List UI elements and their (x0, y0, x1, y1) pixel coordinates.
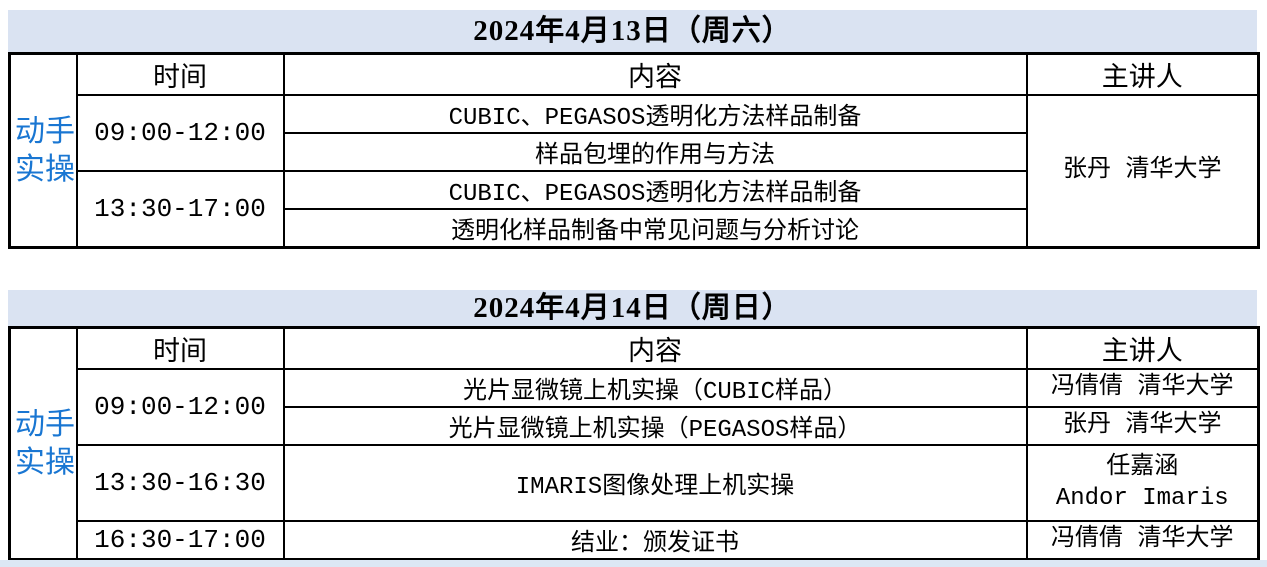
day2-closing-speaker: 冯倩倩 清华大学 (1025, 520, 1260, 561)
day1-afternoon-time: 13:30-17:00 (75, 170, 285, 249)
day1-morning-content-2: 样品包埋的作用与方法 (282, 132, 1028, 172)
side-label-line1: 动手 (15, 408, 75, 441)
day2-morning-speaker-1: 冯倩倩 清华大学 (1025, 368, 1260, 408)
side-label-line1: 动手 (15, 115, 75, 148)
day1-header-content: 内容 (282, 52, 1028, 96)
day2-afternoon-speaker: 任嘉涵 Andor Imaris (1025, 444, 1260, 522)
page-bottom-strip (0, 560, 1267, 567)
table-row: 16:30-17:00 结业：颁发证书 冯倩倩 清华大学 (10, 520, 1260, 561)
table-row: 光片显微镜上机实操（PEGASOS样品） 张丹 清华大学 (10, 406, 1260, 446)
day2-closing-time: 16:30-17:00 (75, 520, 285, 561)
table-row: 透明化样品制备中常见问题与分析讨论 (10, 208, 1259, 249)
day2-table: 动手 实操 时间 内容 主讲人 09:00-12:00 光片显微镜上机实操（CU… (8, 326, 1260, 561)
day2-side-label: 动手 实操 (8, 326, 78, 561)
speaker-affiliation: Andor Imaris (1055, 485, 1229, 512)
day1-header-row: 动手 实操 时间 内容 主讲人 (8, 52, 1260, 249)
day1-header-speaker: 主讲人 (1025, 52, 1260, 96)
side-label-line2: 实操 (15, 152, 75, 186)
day2-header-time: 时间 (75, 326, 285, 370)
day2-morning-speaker-2: 张丹 清华大学 (1025, 406, 1260, 446)
table-row: 09:00-12:00 CUBIC、PEGASOS透明化方法样品制备 张丹 清华… (10, 94, 1260, 249)
day2-header-row: 动手 实操 时间 内容 主讲人 (8, 326, 1260, 561)
day2-morning-time: 09:00-12:00 (75, 368, 285, 446)
day2-header-content: 内容 (282, 326, 1028, 370)
day1-table: 动手 实操 时间 内容 主讲人 09:00-12:00 CUBIC、PEGASO… (8, 52, 1260, 249)
table-row: 09:00-12:00 光片显微镜上机实操（CUBIC样品） 冯倩倩 清华大学 (10, 368, 1260, 446)
day2-header-speaker: 主讲人 (1025, 326, 1260, 370)
side-label-line2: 实操 (15, 445, 75, 479)
day2-afternoon-content: IMARIS图像处理上机实操 (282, 444, 1028, 522)
day1-title: 2024年4月13日（周六） (8, 10, 1257, 52)
day1-afternoon-content-1: CUBIC、PEGASOS透明化方法样品制备 (282, 170, 1028, 210)
day2-morning-content-1: 光片显微镜上机实操（CUBIC样品） (282, 368, 1028, 408)
day1-side-label: 动手 实操 (8, 52, 78, 249)
table-row: 13:30-16:30 IMARIS图像处理上机实操 任嘉涵 Andor Ima… (10, 444, 1260, 522)
day1-morning-time: 09:00-12:00 (75, 94, 285, 172)
day1-afternoon-content-2: 透明化样品制备中常见问题与分析讨论 (282, 208, 1028, 249)
day1-morning-content-1: CUBIC、PEGASOS透明化方法样品制备 (282, 94, 1028, 134)
day2-morning-content-2: 光片显微镜上机实操（PEGASOS样品） (282, 406, 1028, 446)
speaker-name: 任嘉涵 (1106, 453, 1179, 481)
table-row: 13:30-17:00 CUBIC、PEGASOS透明化方法样品制备 (10, 170, 1259, 249)
day2-closing-content: 结业：颁发证书 (282, 520, 1028, 561)
table-row: 样品包埋的作用与方法 (10, 132, 1259, 172)
day1-speaker: 张丹 清华大学 (1025, 94, 1260, 249)
day1-schedule: 2024年4月13日（周六） 动手 实操 时间 内容 主讲人 09:00-12:… (8, 10, 1260, 249)
day1-header-time: 时间 (75, 52, 285, 96)
day2-afternoon-time: 13:30-16:30 (75, 444, 285, 522)
day2-title: 2024年4月14日（周日） (8, 290, 1257, 326)
day2-schedule: 2024年4月14日（周日） 动手 实操 时间 内容 主讲人 09:00-12:… (8, 290, 1260, 561)
